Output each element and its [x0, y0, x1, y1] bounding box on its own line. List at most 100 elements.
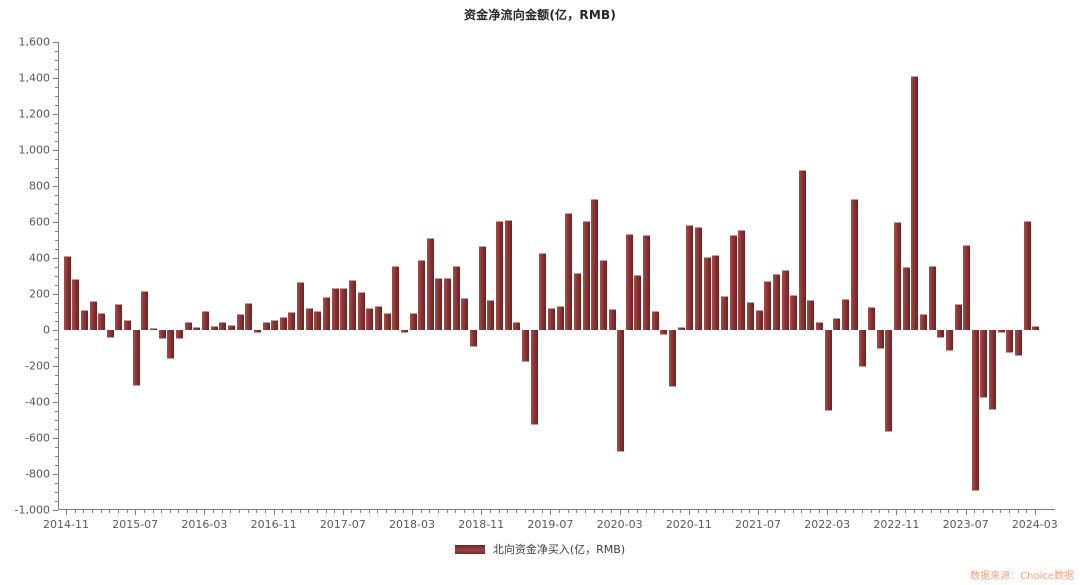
x-tick — [463, 510, 465, 513]
x-tick — [550, 510, 552, 515]
x-tick — [853, 510, 855, 513]
x-tick — [66, 510, 67, 515]
y-axis-label: -600 — [25, 431, 50, 445]
y-major-tick — [53, 330, 58, 331]
x-tick — [455, 510, 457, 513]
y-minor-tick — [55, 105, 58, 106]
y-major-tick — [53, 222, 58, 223]
x-tick — [567, 510, 569, 513]
x-axis-label: 2018-03 — [389, 518, 435, 531]
bar — [496, 220, 503, 330]
x-tick — [1026, 510, 1028, 513]
y-minor-tick — [55, 204, 58, 205]
bar — [703, 257, 711, 330]
x-tick — [576, 510, 578, 513]
bar — [89, 301, 97, 330]
bar — [132, 330, 140, 386]
y-axis-label: -400 — [25, 395, 50, 409]
y-major-tick — [53, 186, 58, 187]
y-minor-tick — [55, 240, 58, 241]
bar — [980, 330, 988, 398]
x-tick — [351, 510, 353, 513]
y-minor-tick — [55, 213, 58, 214]
y-minor-tick — [55, 384, 58, 385]
y-axis-label: 800 — [29, 179, 50, 193]
bar — [366, 307, 374, 330]
bar — [193, 326, 201, 330]
x-tick — [706, 510, 708, 513]
x-axis-label: 2016-03 — [181, 518, 228, 531]
bar — [573, 273, 581, 330]
bar — [876, 330, 884, 350]
bar — [124, 319, 132, 330]
y-minor-tick — [55, 456, 58, 457]
bar — [617, 330, 625, 452]
y-minor-tick — [55, 465, 58, 466]
y-major-tick — [53, 366, 58, 367]
y-minor-tick — [55, 420, 58, 421]
bar — [392, 266, 400, 330]
bar — [63, 256, 71, 330]
bar — [184, 322, 192, 330]
y-major-tick — [53, 438, 58, 439]
x-tick — [740, 510, 742, 513]
bar — [323, 297, 330, 330]
x-tick — [230, 510, 232, 513]
x-tick — [1000, 510, 1002, 513]
bar — [513, 321, 521, 330]
x-tick — [282, 510, 284, 513]
x-tick — [420, 510, 422, 513]
bar — [245, 302, 253, 330]
bar — [893, 222, 901, 330]
y-minor-tick — [55, 177, 58, 178]
bar — [1006, 330, 1014, 353]
bar — [1032, 325, 1040, 330]
x-tick — [394, 510, 396, 513]
x-tick — [524, 510, 526, 513]
x-tick — [533, 510, 535, 513]
x-tick — [645, 510, 647, 513]
x-tick — [680, 510, 682, 513]
x-tick — [325, 510, 327, 513]
bar — [98, 312, 106, 330]
y-axis-label: 600 — [29, 215, 50, 229]
x-tick — [100, 510, 102, 513]
x-tick — [446, 510, 448, 513]
bar — [643, 235, 651, 330]
bar — [461, 298, 469, 330]
x-tick — [585, 510, 586, 513]
x-tick — [126, 510, 128, 513]
bar — [400, 330, 408, 333]
x-tick — [611, 510, 612, 513]
bar — [522, 330, 529, 362]
bar — [478, 245, 486, 330]
bar — [885, 330, 893, 432]
y-major-tick — [53, 258, 58, 259]
bar — [669, 330, 676, 388]
y-minor-tick — [55, 87, 58, 88]
x-tick — [117, 510, 119, 513]
bar — [859, 330, 867, 367]
y-major-tick — [53, 42, 58, 43]
x-tick — [974, 510, 976, 513]
x-tick — [1034, 510, 1036, 515]
y-minor-tick — [55, 51, 58, 52]
y-minor-tick — [55, 357, 58, 358]
y-major-tick — [53, 510, 58, 511]
bar — [201, 311, 209, 330]
x-tick — [187, 510, 189, 513]
y-axis-label: -800 — [25, 467, 50, 481]
y-axis-label: -1,000 — [14, 503, 50, 517]
x-tick — [403, 510, 405, 513]
x-tick — [239, 510, 240, 513]
bar — [530, 330, 538, 426]
y-minor-tick — [55, 321, 58, 322]
bar — [781, 270, 789, 330]
y-minor-tick — [55, 231, 58, 232]
y-minor-tick — [55, 375, 58, 376]
x-tick — [290, 510, 292, 513]
x-tick — [541, 510, 543, 513]
x-axis-label: 2024-03 — [1011, 518, 1058, 531]
bar — [72, 278, 80, 330]
bar — [357, 291, 365, 330]
